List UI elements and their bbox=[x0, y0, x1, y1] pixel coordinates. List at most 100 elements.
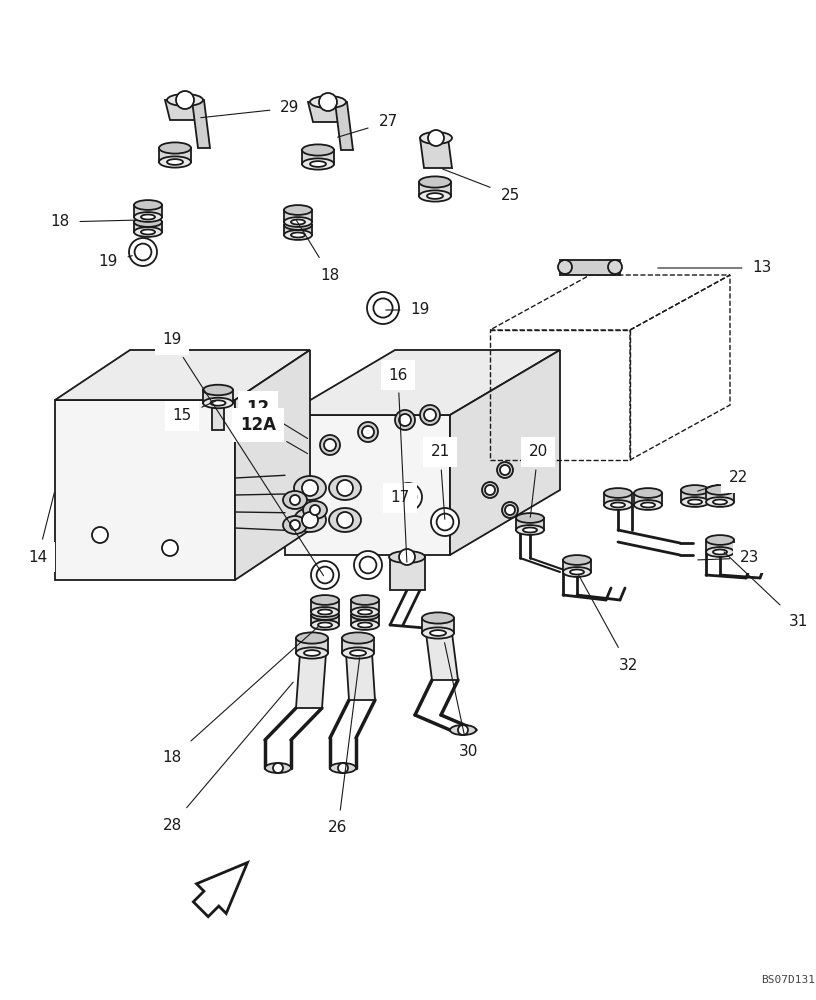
Ellipse shape bbox=[342, 632, 374, 644]
Circle shape bbox=[92, 527, 108, 543]
Ellipse shape bbox=[450, 725, 476, 735]
Polygon shape bbox=[422, 618, 454, 633]
Ellipse shape bbox=[302, 158, 334, 170]
Circle shape bbox=[602, 263, 610, 271]
Polygon shape bbox=[346, 653, 375, 700]
Ellipse shape bbox=[329, 476, 361, 500]
Polygon shape bbox=[235, 350, 310, 580]
Circle shape bbox=[609, 263, 617, 271]
Ellipse shape bbox=[604, 500, 632, 510]
Polygon shape bbox=[516, 518, 544, 530]
Ellipse shape bbox=[706, 535, 734, 545]
Polygon shape bbox=[311, 615, 339, 625]
Circle shape bbox=[482, 482, 498, 498]
Ellipse shape bbox=[284, 230, 312, 240]
Ellipse shape bbox=[211, 400, 225, 406]
Ellipse shape bbox=[430, 630, 446, 636]
Text: 32: 32 bbox=[579, 574, 637, 672]
Ellipse shape bbox=[159, 156, 191, 168]
Text: 22: 22 bbox=[698, 471, 747, 491]
Polygon shape bbox=[634, 493, 662, 505]
Ellipse shape bbox=[634, 488, 662, 498]
Ellipse shape bbox=[351, 595, 379, 605]
Ellipse shape bbox=[311, 610, 339, 620]
Polygon shape bbox=[335, 102, 353, 150]
Ellipse shape bbox=[329, 508, 361, 532]
Text: 21: 21 bbox=[430, 444, 450, 519]
Ellipse shape bbox=[310, 96, 346, 108]
Ellipse shape bbox=[351, 620, 379, 630]
Polygon shape bbox=[390, 557, 425, 590]
Circle shape bbox=[338, 763, 348, 773]
Ellipse shape bbox=[351, 610, 379, 620]
Circle shape bbox=[420, 405, 440, 425]
Text: 14: 14 bbox=[29, 493, 55, 564]
Text: 27: 27 bbox=[338, 114, 397, 137]
Polygon shape bbox=[285, 350, 560, 415]
Ellipse shape bbox=[294, 508, 326, 532]
Ellipse shape bbox=[420, 132, 452, 144]
Text: 15: 15 bbox=[172, 401, 215, 424]
Circle shape bbox=[574, 263, 582, 271]
Circle shape bbox=[302, 512, 318, 528]
Text: 30: 30 bbox=[445, 643, 477, 760]
Ellipse shape bbox=[570, 569, 584, 575]
Polygon shape bbox=[134, 222, 162, 232]
Ellipse shape bbox=[427, 193, 443, 199]
Polygon shape bbox=[296, 638, 328, 653]
Ellipse shape bbox=[141, 229, 155, 235]
Polygon shape bbox=[203, 390, 233, 403]
Text: 12A: 12A bbox=[240, 416, 308, 454]
Ellipse shape bbox=[342, 647, 374, 659]
Ellipse shape bbox=[296, 647, 328, 659]
Ellipse shape bbox=[688, 499, 702, 505]
Polygon shape bbox=[706, 540, 734, 552]
Circle shape bbox=[437, 514, 454, 530]
Ellipse shape bbox=[358, 622, 372, 628]
Text: 25: 25 bbox=[442, 169, 520, 202]
Polygon shape bbox=[55, 400, 235, 580]
Ellipse shape bbox=[681, 485, 709, 495]
Text: 12: 12 bbox=[246, 399, 308, 439]
Ellipse shape bbox=[291, 232, 305, 238]
Ellipse shape bbox=[350, 650, 366, 656]
Polygon shape bbox=[706, 490, 734, 502]
Circle shape bbox=[374, 298, 392, 318]
Circle shape bbox=[424, 409, 436, 421]
Circle shape bbox=[310, 505, 320, 515]
Text: BS07D131: BS07D131 bbox=[761, 975, 815, 985]
Polygon shape bbox=[159, 148, 191, 162]
Ellipse shape bbox=[167, 159, 183, 165]
Ellipse shape bbox=[284, 205, 312, 215]
Ellipse shape bbox=[422, 612, 454, 624]
Polygon shape bbox=[192, 100, 210, 148]
Polygon shape bbox=[308, 102, 348, 122]
Circle shape bbox=[399, 414, 411, 426]
Polygon shape bbox=[420, 138, 452, 168]
Polygon shape bbox=[342, 638, 374, 653]
Ellipse shape bbox=[634, 500, 662, 510]
Ellipse shape bbox=[283, 516, 307, 534]
Circle shape bbox=[311, 561, 339, 589]
Ellipse shape bbox=[159, 142, 191, 154]
Ellipse shape bbox=[516, 525, 544, 535]
Ellipse shape bbox=[284, 217, 312, 227]
Polygon shape bbox=[134, 205, 162, 217]
Circle shape bbox=[129, 238, 157, 266]
Ellipse shape bbox=[681, 497, 709, 507]
Circle shape bbox=[608, 260, 622, 274]
Ellipse shape bbox=[283, 491, 307, 509]
Ellipse shape bbox=[318, 622, 332, 628]
Ellipse shape bbox=[523, 527, 537, 533]
Ellipse shape bbox=[318, 609, 332, 615]
Ellipse shape bbox=[713, 549, 727, 555]
Ellipse shape bbox=[134, 217, 162, 227]
Ellipse shape bbox=[422, 627, 454, 639]
Circle shape bbox=[588, 263, 596, 271]
Circle shape bbox=[337, 512, 353, 528]
Text: 18: 18 bbox=[296, 220, 339, 282]
Circle shape bbox=[485, 485, 495, 495]
Circle shape bbox=[500, 465, 510, 475]
Text: 16: 16 bbox=[388, 367, 408, 562]
Circle shape bbox=[505, 505, 515, 515]
